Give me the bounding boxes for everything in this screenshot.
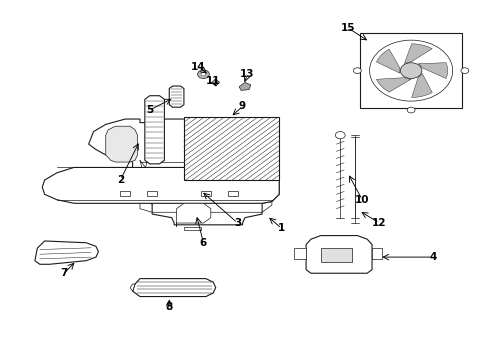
- Text: 13: 13: [240, 69, 255, 79]
- Polygon shape: [89, 119, 279, 225]
- Polygon shape: [404, 44, 432, 64]
- Bar: [121, 191, 130, 196]
- Text: 11: 11: [206, 76, 220, 86]
- Text: 10: 10: [355, 195, 369, 205]
- Polygon shape: [176, 203, 211, 226]
- Polygon shape: [239, 82, 251, 90]
- Polygon shape: [145, 96, 164, 164]
- Polygon shape: [42, 167, 279, 203]
- Polygon shape: [412, 73, 432, 98]
- Circle shape: [369, 40, 453, 101]
- Text: 14: 14: [191, 62, 206, 72]
- Polygon shape: [376, 78, 411, 92]
- Text: 12: 12: [372, 218, 387, 228]
- Text: 4: 4: [429, 252, 437, 262]
- Circle shape: [400, 63, 422, 78]
- Text: 9: 9: [239, 102, 246, 112]
- Bar: [228, 191, 238, 196]
- Polygon shape: [212, 79, 220, 86]
- Circle shape: [353, 68, 361, 73]
- Polygon shape: [238, 126, 270, 164]
- Polygon shape: [133, 279, 216, 297]
- Polygon shape: [130, 284, 135, 291]
- Text: 3: 3: [234, 218, 241, 228]
- Bar: [360, 33, 463, 108]
- Text: 5: 5: [146, 105, 153, 115]
- Text: 1: 1: [278, 224, 285, 233]
- Text: 15: 15: [341, 23, 355, 33]
- Text: 2: 2: [117, 175, 124, 185]
- Text: 7: 7: [61, 268, 68, 278]
- Polygon shape: [418, 63, 448, 78]
- Circle shape: [407, 107, 415, 113]
- Circle shape: [461, 68, 469, 73]
- Polygon shape: [306, 235, 372, 273]
- Polygon shape: [35, 241, 98, 264]
- Bar: [201, 191, 211, 196]
- Polygon shape: [376, 49, 400, 73]
- Bar: [321, 248, 352, 262]
- Polygon shape: [372, 248, 382, 259]
- Bar: [184, 117, 279, 180]
- Polygon shape: [169, 86, 184, 107]
- Polygon shape: [184, 226, 201, 230]
- Polygon shape: [294, 248, 306, 259]
- Circle shape: [197, 70, 209, 78]
- Circle shape: [335, 132, 345, 139]
- Text: 6: 6: [200, 238, 207, 248]
- Text: 8: 8: [166, 302, 173, 312]
- Bar: [147, 191, 157, 196]
- Polygon shape: [106, 126, 138, 162]
- Circle shape: [201, 72, 206, 76]
